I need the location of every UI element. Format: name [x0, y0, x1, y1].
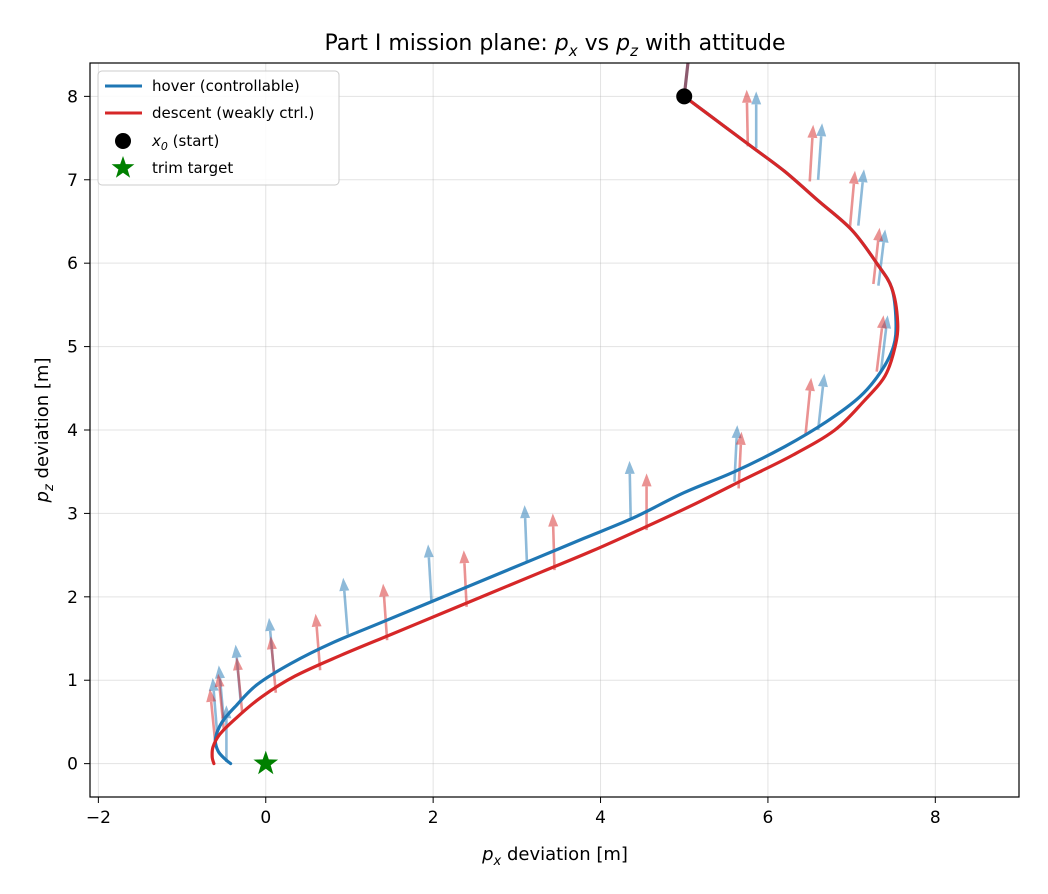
markers — [253, 88, 693, 775]
attitude-arrow-descent — [875, 315, 887, 372]
attitude-arrow-descent — [266, 636, 278, 693]
grid — [90, 63, 1019, 797]
attitude-arrows — [206, 89, 892, 762]
start-point-marker — [676, 88, 693, 105]
attitude-arrow-descent — [379, 583, 389, 641]
x-tick-label: 2 — [428, 808, 439, 828]
y-tick-label: 1 — [67, 671, 78, 691]
legend-trim-star-icon — [111, 156, 135, 178]
x-tick-label: 6 — [763, 808, 774, 828]
x-axis-label: px deviation [m] — [481, 844, 628, 869]
x-tick-label: −2 — [86, 808, 111, 828]
legend-hover-label: hover (controllable) — [152, 77, 300, 95]
trim-target-star-icon — [253, 750, 279, 775]
attitude-arrow-hover — [816, 373, 828, 431]
y-tick-label: 4 — [67, 421, 78, 441]
attitude-arrow-hover — [731, 425, 742, 482]
attitude-arrow-descent — [807, 124, 818, 182]
legend-start-marker — [115, 133, 131, 149]
attitude-arrow-hover — [339, 577, 350, 635]
series-line-descent — [210, 94, 900, 766]
attitude-arrow-descent — [459, 550, 470, 607]
y-tick-label: 5 — [67, 338, 78, 358]
attitude-arrow-descent — [848, 170, 859, 228]
legend-trim-label: trim target — [152, 159, 233, 177]
y-tick-label: 6 — [67, 254, 78, 274]
attitude-arrow-descent — [641, 473, 652, 531]
attitude-arrow-hover — [423, 544, 434, 602]
attitude-arrow-hover — [520, 505, 531, 562]
y-tick-label: 0 — [67, 755, 78, 775]
axis-ticks: −2 0 2 4 6 8 0 1 2 3 4 5 6 7 8 — [67, 87, 941, 828]
attitude-arrow-descent — [233, 657, 244, 714]
attitude-arrow-descent — [742, 89, 752, 147]
legend-start-label: x0 (start) — [151, 132, 219, 153]
y-tick-label: 3 — [67, 504, 78, 524]
attitude-arrow-hover — [816, 123, 827, 180]
attitude-arrow-descent — [804, 377, 815, 435]
y-axis-label: pz deviation [m] — [32, 358, 57, 504]
attitude-arrow-hover — [751, 91, 762, 149]
y-tick-label: 8 — [67, 87, 78, 107]
legend-box — [97, 70, 340, 186]
legend: hover (controllable) descent (weakly ctr… — [97, 70, 340, 186]
legend-descent-label: descent (weakly ctrl.) — [152, 104, 314, 122]
y-tick-label: 7 — [67, 171, 78, 191]
attitude-arrow-descent — [548, 513, 559, 571]
chart-title: Part I mission plane: px vs pz with atti… — [324, 31, 785, 60]
x-tick-label: 0 — [260, 808, 271, 828]
attitude-arrow-hover — [857, 169, 868, 226]
x-tick-label: 8 — [930, 808, 941, 828]
attitude-arrow-hover — [624, 460, 635, 518]
y-tick-label: 2 — [67, 588, 78, 608]
x-tick-label: 4 — [595, 808, 606, 828]
